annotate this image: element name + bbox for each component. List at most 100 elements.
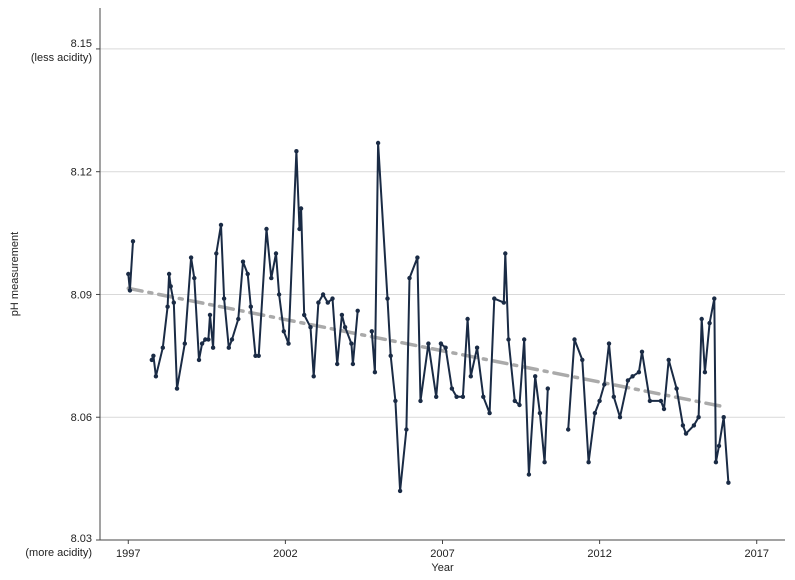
- data-point: [188, 255, 194, 260]
- data-point: [465, 316, 470, 322]
- x-tick-labels: 1997 2002 2007 2012 2017: [116, 540, 769, 560]
- data-point: [691, 423, 697, 428]
- y-axis-title: pH measurement: [9, 232, 21, 316]
- data-point: [721, 415, 726, 420]
- data-point: [407, 275, 412, 281]
- data-point: [199, 341, 205, 346]
- data-point: [330, 296, 335, 301]
- data-point: [372, 370, 378, 375]
- data-point: [702, 370, 708, 375]
- data-point: [196, 357, 202, 363]
- y-tick-label: 8.12: [71, 167, 92, 179]
- data-point: [454, 394, 459, 399]
- y-tick-sublabel: (less acidity): [31, 52, 92, 64]
- data-point: [647, 398, 653, 404]
- data-point: [253, 353, 258, 358]
- data-point: [397, 488, 403, 494]
- data-point: [506, 337, 511, 342]
- data-point: [572, 337, 577, 342]
- data-point: [165, 304, 170, 309]
- data-point: [281, 329, 286, 334]
- data-point: [210, 345, 216, 350]
- data-point: [658, 398, 664, 404]
- data-point: [276, 292, 282, 297]
- data-point: [716, 443, 722, 449]
- data-point: [449, 386, 455, 391]
- data-point: [522, 337, 527, 342]
- data-point: [149, 357, 154, 363]
- data-point: [320, 292, 326, 297]
- data-point: [512, 398, 517, 404]
- data-point: [611, 394, 616, 399]
- data-point: [661, 406, 667, 412]
- data-point: [617, 415, 623, 420]
- data-point: [545, 386, 550, 391]
- series-group: [126, 140, 731, 494]
- data-point: [639, 349, 645, 354]
- data-point: [221, 296, 227, 301]
- data-point: [218, 222, 224, 228]
- data-point: [264, 226, 269, 232]
- data-point: [273, 251, 279, 256]
- data-point: [501, 300, 506, 305]
- data-point: [335, 361, 340, 367]
- data-point: [438, 341, 444, 346]
- data-point: [153, 374, 159, 379]
- y-tick-label: 8.09: [71, 289, 92, 301]
- data-point: [229, 337, 235, 342]
- trend-line-group: [126, 286, 728, 409]
- data-point: [126, 271, 131, 277]
- data-point: [517, 402, 522, 408]
- data-point: [236, 316, 241, 322]
- data-point: [349, 341, 354, 346]
- data-point: [256, 353, 261, 358]
- grid-lines: [100, 48, 785, 418]
- data-point: [206, 337, 211, 342]
- data-point: [297, 226, 302, 232]
- data-point: [240, 259, 246, 264]
- data-point: [606, 341, 612, 346]
- x-tick-label: 2002: [273, 548, 297, 560]
- data-point: [151, 353, 156, 358]
- data-point: [533, 374, 538, 379]
- data-point: [286, 341, 291, 346]
- data-point: [481, 394, 486, 399]
- y-tick-label: 8.15: [71, 38, 92, 50]
- x-tick-label: 2007: [430, 548, 454, 560]
- data-point: [674, 386, 679, 391]
- data-point: [566, 427, 571, 432]
- data-point: [586, 460, 591, 465]
- data-point: [468, 374, 473, 379]
- data-point: [460, 394, 466, 399]
- data-point: [369, 329, 374, 334]
- data-point: [294, 149, 299, 154]
- data-point: [325, 300, 330, 305]
- data-point: [404, 427, 409, 432]
- data-point: [597, 398, 602, 404]
- data-point: [418, 398, 423, 404]
- data-point: [339, 312, 345, 318]
- data-point: [385, 296, 390, 301]
- data-point: [226, 345, 231, 350]
- data-point: [168, 284, 173, 289]
- x-tick-label: 2012: [587, 548, 611, 560]
- data-point: [503, 251, 508, 256]
- data-point: [602, 382, 607, 387]
- data-point: [342, 325, 348, 330]
- data-point: [712, 296, 717, 301]
- data-point: [683, 431, 689, 436]
- data-point: [592, 410, 598, 416]
- data-point: [426, 341, 431, 346]
- series-line: [127, 142, 730, 492]
- data-point: [542, 460, 547, 465]
- data-point: [174, 386, 180, 391]
- x-axis-title: Year: [431, 562, 454, 574]
- data-point: [526, 472, 532, 477]
- data-point: [537, 410, 543, 416]
- data-point: [127, 288, 133, 293]
- trend-line: [126, 286, 728, 409]
- data-point: [580, 357, 585, 363]
- data-point: [248, 304, 253, 309]
- data-point: [171, 300, 176, 305]
